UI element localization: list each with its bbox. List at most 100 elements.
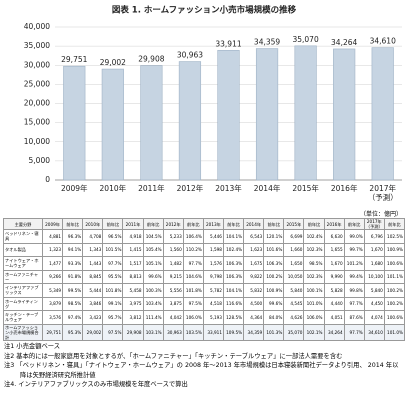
table-cell: 106.4% [182,229,204,244]
table-cell: 5,349 [41,283,64,298]
header-cell: 前年比 [343,218,365,230]
table-cell: 4,364 [243,310,265,325]
table-cell: 4,708 [82,229,104,244]
table-cell: 94.1% [62,242,84,257]
table-cell: 6,543 [243,229,265,244]
note: 注3 「ベッドリネン・寝具」「ナイトウェア・ホームウェア」の 2008 年～20… [4,362,399,379]
y-tick-label: 40,000 [24,22,50,31]
table-cell: 101.0% [303,296,325,311]
table-cell: 1,670 [323,256,345,271]
table-cell: 110.2% [182,242,204,257]
chart-title: 図表 1. ホームファッション小売市場規模の推移 [112,5,297,16]
table-unit: （単位：億円） [359,211,402,218]
table-cell: 1,560 [162,242,184,257]
bar [255,48,279,181]
table-cell: 9,266 [41,269,64,284]
value-label: 33,911 [215,39,241,48]
y-tick-label: 15,000 [24,118,50,127]
table-cell: 104.6% [182,269,204,284]
header-cell: 2010年 [82,218,104,230]
table-cell: 4,545 [283,296,305,311]
y-tick-label: 25,000 [24,79,50,88]
table-cell: 98.5% [303,256,325,271]
table-cell: 100.6% [383,256,406,271]
table-cell: 97.5% [102,323,124,341]
table-cell: 105.4% [142,242,164,257]
table-row: インテリアファブリックス 5,349 99.5% 5,444 101.8% 5,458 10… [3,283,406,298]
table-row: タオル製品 1,323 94.1% 1,343 101.5% 1,415 105.4% 1,5… [3,242,406,257]
table-cell: 6,796 [363,229,385,244]
y-tick-label: 20,000 [24,99,50,108]
table-cell: 3,812 [122,310,144,325]
table-cell: 8,845 [82,269,104,284]
table-cell: ナイトウェア・ホームウェア [3,256,43,271]
data-table: 主要分野 2009年 前年比 2010年 前年比 2011年 前年比 2012年 前年比 2013… [3,218,406,341]
table-cell: 97.7% [343,323,365,341]
header-cell: 前年比 [303,218,325,230]
table-cell: 101.3% [263,323,285,341]
table-cell: 106.3% [263,256,285,271]
x-tick-label: 2011年 [138,184,165,193]
table-cell: 101.8% [102,283,124,298]
table-cell: 116.6% [222,296,245,311]
table-cell: 101.1% [383,269,406,284]
table-cell: 101.8% [182,283,204,298]
table-cell: キッチン・テーブルウェア [3,310,43,325]
table-cell: 95.7% [102,310,124,325]
table-cell: 1,680 [363,256,385,271]
table-cell: 5,444 [82,283,104,298]
table-cell: 95.5% [102,269,124,284]
table-row: キッチン・テーブルウェア 3,576 97.4% 3,423 95.7% 3,812 111… [3,310,406,325]
y-tick-label: 30,000 [24,60,50,69]
table-cell: 104.5% [142,229,164,244]
table-cell: 1,675 [243,256,265,271]
table-cell: 3,846 [82,296,104,311]
table-cell: 91.8% [62,269,84,284]
table-cell: 29,908 [122,323,144,341]
table-cell: 9,215 [162,269,184,284]
table-cell: 99.6% [263,296,285,311]
header-cell: 主要分野 [3,218,43,230]
bar [178,61,202,181]
value-label: 29,751 [61,55,87,64]
table-cell: 1,598 [202,242,224,257]
table-cell: 5,828 [323,283,345,298]
table-cell: 99.4% [343,269,365,284]
table-cell: 100.2% [383,283,406,298]
table-cell: 9,798 [202,269,224,284]
bar [140,65,163,181]
table-cell: 4,881 [41,229,64,244]
table-cell: 10,050 [283,269,305,284]
table-cell: 106.0% [303,310,325,325]
table-cell: 29,751 [41,323,64,341]
header-cell: 前年比 [62,218,84,230]
table-cell: 6,699 [283,229,305,244]
y-tick-label: 35,000 [24,41,50,50]
bar [101,68,124,181]
table-cell: 3,423 [82,310,104,325]
header-row: 主要分野 2009年 前年比 2010年 前年比 2011年 前年比 2012年 前年比 2013… [3,218,406,230]
y-tick-label: 0 [45,175,50,184]
table-cell: 104.1% [222,229,245,244]
table-cell: 100.9% [263,283,285,298]
table-cell: 5,840 [363,283,385,298]
header-cell: 前年比 [142,218,164,230]
header-cell: 前年比 [102,218,124,230]
table-row: ホームファッション小売市場規模合計 29,751 95.3% 29,002 97.5% 2… [3,323,406,341]
header-cell: 2015年 [283,218,305,230]
table-row: ホームファニチャー 9,266 91.8% 8,845 95.5% 8,813 99.6% 9… [3,269,406,284]
table-cell: 100.9% [383,242,406,257]
bar [294,45,317,181]
table-cell: 97.7% [343,296,365,311]
table-cell: 120.1% [263,229,285,244]
table-cell: 5,556 [162,283,184,298]
table-cell: 96.3% [62,229,84,244]
bar [333,48,356,181]
bar [63,65,86,181]
table-cell: 106.3% [222,256,245,271]
table-cell: 109.5% [222,323,245,341]
table-cell: 99.0% [343,229,365,244]
table-cell: 99.1% [102,296,124,311]
x-tick-label: 2014年 [253,184,281,193]
table-cell: 35,070 [283,323,305,341]
